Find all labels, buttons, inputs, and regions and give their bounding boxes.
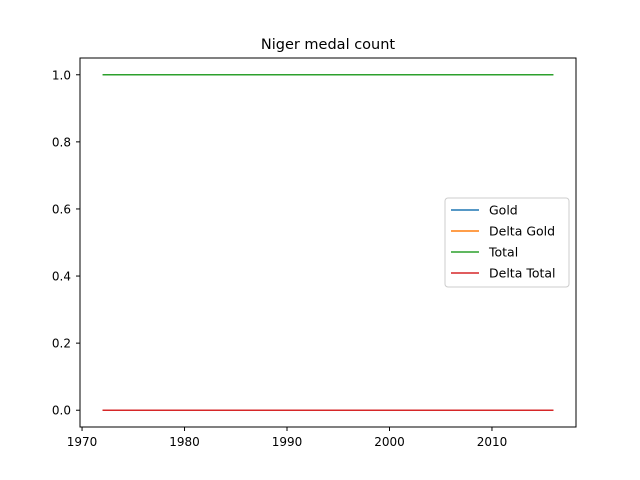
y-tick-label: 0.4 [52, 270, 71, 284]
x-tick-label: 1990 [272, 435, 303, 449]
x-tick-label: 1970 [67, 435, 98, 449]
x-tick-label: 2010 [477, 435, 508, 449]
chart-title: Niger medal count [261, 37, 396, 53]
x-tick-label: 1980 [169, 435, 200, 449]
legend-label-gold: Gold [489, 203, 518, 218]
legend-label-delta-total: Delta Total [489, 266, 556, 281]
plot-frame [79, 57, 577, 428]
plot-area [79, 57, 577, 428]
legend: Gold Delta Gold Total Delta Total [444, 197, 570, 288]
y-tick-label: 1.0 [52, 68, 71, 82]
y-tick-label: 0.0 [52, 404, 71, 418]
y-tick-label: 0.6 [52, 202, 71, 216]
legend-label-total: Total [488, 245, 518, 260]
legend-label-delta-gold: Delta Gold [489, 224, 555, 239]
legend-box [444, 197, 570, 288]
y-axis: 0.0 0.2 0.4 0.6 0.8 1.0 [52, 68, 80, 418]
series-lines [102, 74, 554, 411]
x-tick-label: 2000 [374, 435, 405, 449]
y-tick-label: 0.8 [52, 135, 71, 149]
y-tick-label: 0.2 [52, 337, 71, 351]
x-axis: 1970 1980 1990 2000 2010 [67, 427, 507, 449]
